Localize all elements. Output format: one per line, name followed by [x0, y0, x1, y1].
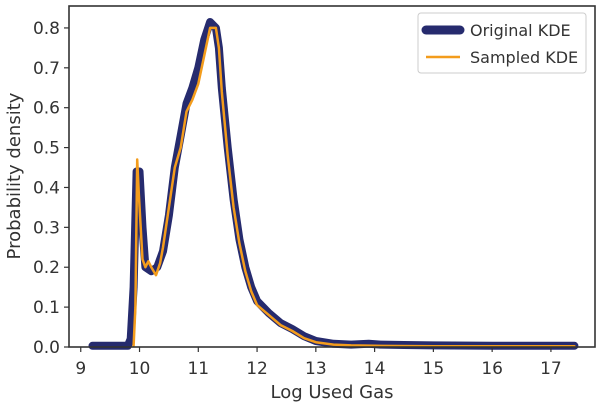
legend-label-original: Original KDE: [470, 21, 571, 40]
x-tick-label: 15: [423, 359, 445, 379]
x-tick-label: 12: [246, 359, 268, 379]
x-tick-label: 13: [305, 359, 327, 379]
y-tick-label: 0.4: [33, 178, 60, 198]
x-tick-label: 17: [540, 359, 562, 379]
legend: Original KDE Sampled KDE: [417, 12, 587, 74]
x-axis-label: Log Used Gas: [270, 382, 393, 403]
plot-frame: [68, 5, 596, 348]
y-tick-label: 0.2: [33, 258, 60, 278]
x-tick-label: 10: [129, 359, 151, 379]
legend-label-sampled: Sampled KDE: [470, 48, 578, 67]
y-axis-label: Probability density: [4, 92, 25, 259]
y-tick-label: 0.6: [33, 99, 60, 119]
y-tick-label: 0.3: [33, 218, 60, 238]
x-tick-label: 9: [75, 359, 86, 379]
y-tick-label: 0.0: [33, 338, 60, 358]
y-tick-label: 0.8: [33, 19, 60, 39]
x-tick-label: 14: [364, 359, 386, 379]
series-line-sampled-kde: [132, 26, 576, 348]
y-tick-label: 0.1: [33, 298, 60, 318]
x-tick-label: 11: [187, 359, 209, 379]
y-tick-label: 0.5: [33, 139, 60, 159]
x-tick-label: 16: [481, 359, 503, 379]
y-tick-label: 0.7: [33, 59, 60, 79]
